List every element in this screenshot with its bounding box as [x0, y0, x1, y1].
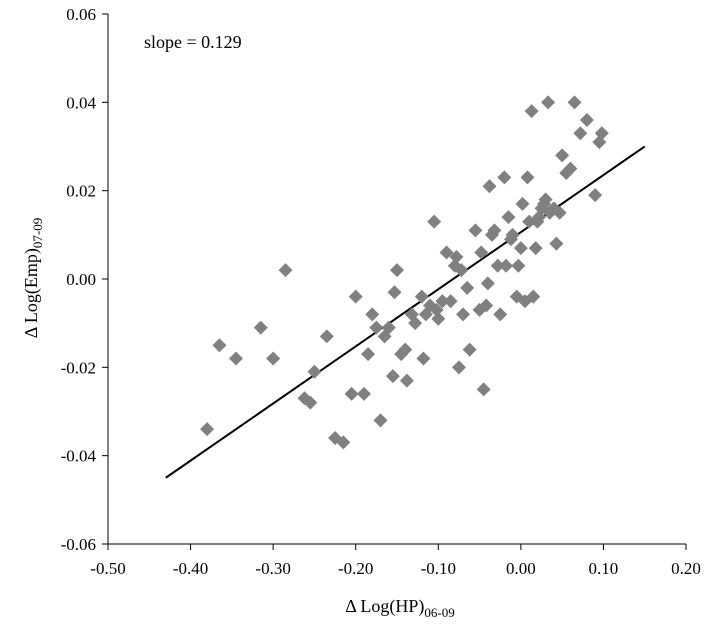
data-point: [468, 223, 483, 238]
data-point: [552, 205, 567, 220]
y-tick-label: 0.06: [66, 5, 96, 24]
data-point: [348, 289, 363, 304]
data-point: [429, 302, 444, 317]
data-point: [563, 161, 578, 176]
data-point: [307, 364, 322, 379]
y-ticks: -0.06 -0.04 -0.02 0.00 0.02 0.04 0.06: [61, 5, 108, 554]
x-axis-title-sub: 06-09: [424, 605, 454, 620]
data-point: [228, 351, 243, 366]
data-point: [390, 263, 404, 278]
data-point: [480, 276, 495, 291]
data-point: [579, 113, 594, 127]
x-tick-label: 0.10: [589, 559, 619, 578]
data-point: [493, 307, 508, 322]
data-point: [253, 320, 268, 335]
data-points: [200, 95, 609, 450]
data-point: [439, 245, 454, 260]
data-point: [476, 382, 491, 397]
x-tick-label: -0.50: [90, 559, 125, 578]
data-point: [522, 214, 537, 229]
data-point: [385, 369, 400, 384]
data-point: [528, 241, 543, 256]
data-point: [431, 311, 446, 326]
data-point: [435, 294, 450, 309]
x-axis-title-main: Δ Log(HP): [345, 596, 424, 617]
data-point: [449, 249, 464, 264]
data-point: [369, 320, 384, 335]
y-axis-title: Δ Log(Emp)07-09: [21, 218, 45, 338]
data-point: [336, 435, 351, 450]
x-tick-label: -0.10: [421, 559, 456, 578]
data-point: [443, 294, 458, 309]
data-point: [344, 386, 359, 401]
data-point: [414, 289, 429, 304]
data-point: [266, 351, 281, 366]
regression-line: [165, 145, 646, 479]
data-point: [200, 422, 215, 437]
data-point: [513, 241, 528, 256]
y-axis-title-sub: 07-09: [30, 218, 45, 248]
data-point: [515, 196, 530, 211]
data-point: [408, 316, 423, 331]
data-point: [588, 188, 603, 203]
data-point: [567, 95, 582, 110]
data-point: [497, 170, 512, 185]
data-point: [361, 347, 376, 362]
y-tick-label: 0.00: [66, 270, 96, 289]
data-point: [416, 351, 431, 366]
data-point: [460, 280, 475, 295]
data-point: [487, 223, 502, 238]
data-point: [482, 179, 497, 194]
y-tick-label: -0.04: [61, 447, 97, 466]
data-point: [373, 413, 388, 428]
data-point: [356, 386, 371, 401]
data-point: [524, 104, 539, 119]
data-point: [427, 214, 442, 229]
data-point: [505, 227, 520, 242]
data-point: [501, 210, 516, 225]
x-tick-label: 0.20: [671, 559, 701, 578]
data-point: [474, 245, 489, 260]
data-point: [212, 338, 227, 353]
data-point: [573, 126, 588, 141]
x-tick-label: -0.40: [173, 559, 208, 578]
data-point: [399, 373, 414, 388]
x-tick-label: 0.00: [506, 559, 536, 578]
data-point: [594, 126, 609, 141]
y-tick-label: -0.02: [61, 358, 96, 377]
x-tick-label: -0.20: [338, 559, 373, 578]
x-ticks: -0.50 -0.40 -0.30 -0.20 -0.10 0.00 0.10 0.20: [90, 544, 701, 578]
data-point: [381, 320, 396, 335]
y-tick-label: 0.02: [66, 182, 96, 201]
data-point: [365, 307, 380, 322]
y-axis-title-main: Δ Log(Emp): [21, 248, 42, 338]
x-axis-title: Δ Log(HP)06-09: [345, 596, 454, 620]
y-tick-label: -0.06: [61, 535, 96, 554]
data-point: [319, 329, 334, 344]
data-point: [387, 285, 402, 300]
data-point: [520, 170, 535, 185]
data-point: [479, 298, 494, 313]
data-point: [278, 263, 293, 278]
data-point: [398, 342, 413, 357]
data-point: [549, 236, 564, 251]
axes: [107, 14, 686, 545]
data-point: [451, 360, 466, 375]
x-tick-label: -0.30: [255, 559, 290, 578]
data-point: [498, 258, 513, 273]
data-point: [303, 395, 318, 410]
data-point: [541, 95, 556, 110]
data-point: [490, 258, 505, 273]
y-tick-label: 0.04: [66, 93, 96, 112]
data-point: [538, 192, 553, 207]
data-point: [462, 342, 477, 357]
data-point: [511, 258, 526, 273]
data-point: [454, 263, 469, 278]
data-point: [526, 289, 541, 304]
data-point: [456, 307, 471, 322]
slope-annotation: slope = 0.129: [144, 32, 242, 52]
data-point: [555, 148, 570, 163]
